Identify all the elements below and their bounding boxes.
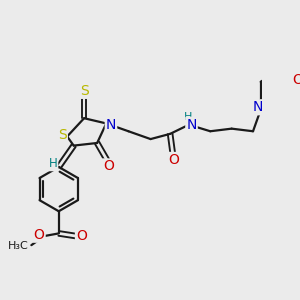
- Text: H: H: [183, 112, 192, 122]
- Text: S: S: [80, 84, 88, 98]
- Text: S: S: [58, 128, 67, 142]
- Text: O: O: [103, 159, 114, 173]
- Text: O: O: [292, 73, 300, 87]
- Text: N: N: [106, 118, 116, 132]
- Text: N: N: [252, 100, 263, 114]
- Text: H₃C: H₃C: [8, 242, 28, 251]
- Text: O: O: [76, 229, 87, 243]
- Text: H: H: [49, 157, 57, 170]
- Text: O: O: [169, 153, 179, 167]
- Text: O: O: [34, 228, 45, 242]
- Text: N: N: [186, 118, 197, 132]
